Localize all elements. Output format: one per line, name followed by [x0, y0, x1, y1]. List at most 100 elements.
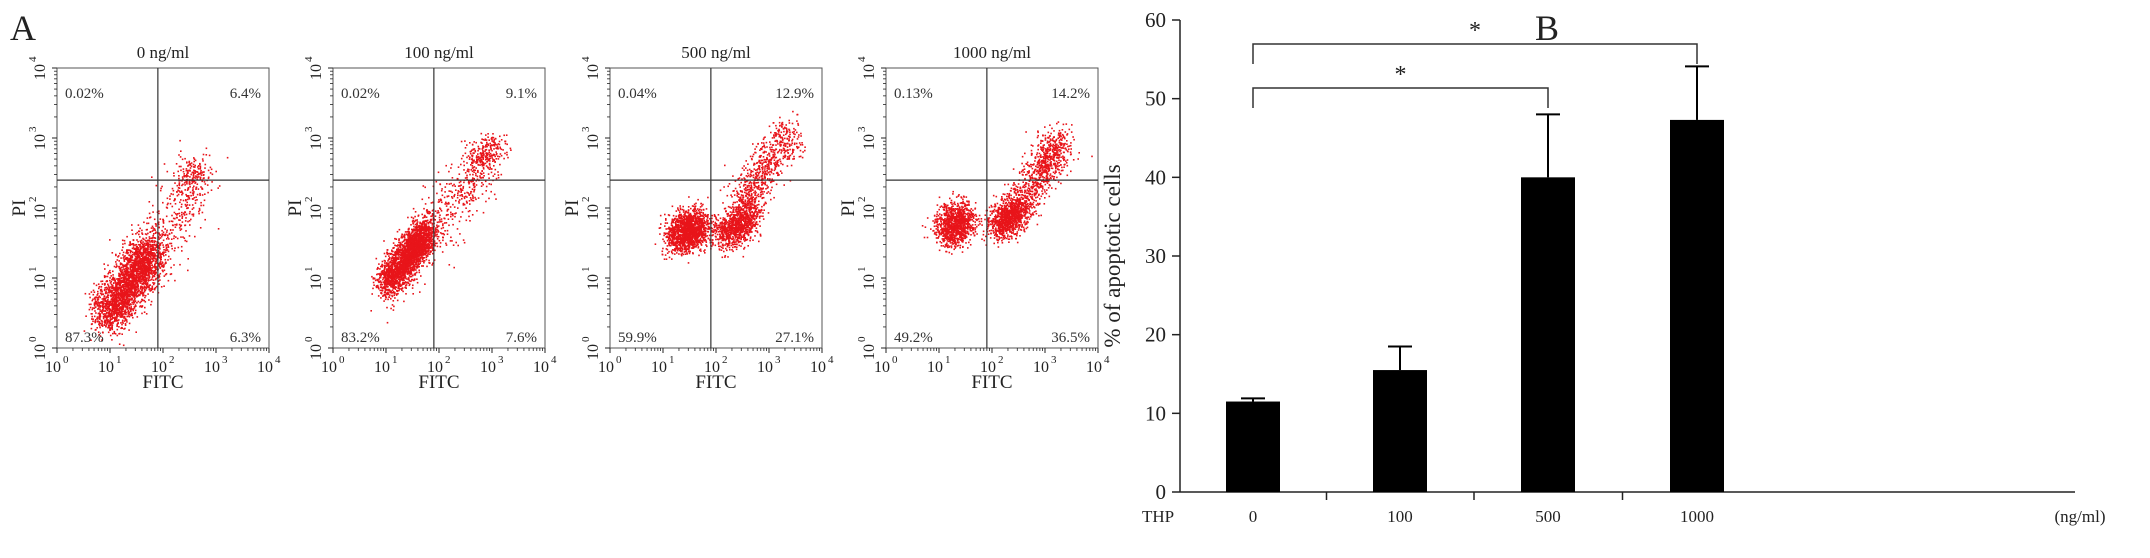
scatter-point-c2 — [194, 166, 196, 168]
scatter-point-c2 — [199, 193, 201, 195]
scatter-point-c0 — [115, 301, 117, 303]
scatter-point-c1 — [227, 157, 229, 159]
scatter-point-c0 — [151, 261, 153, 263]
scatter-point-c0 — [112, 300, 114, 302]
scatter-point-c0 — [104, 298, 106, 300]
scatter-point-c0 — [114, 278, 116, 280]
scatter-point-c1 — [174, 198, 176, 200]
scatter-point-c0 — [117, 315, 119, 317]
scatter-point-c0 — [119, 276, 121, 278]
scatter-point-c0 — [118, 296, 120, 298]
scatter-point-c1 — [189, 186, 191, 188]
scatter-point-c0 — [130, 311, 132, 313]
scatter-point-c0 — [145, 250, 147, 252]
scatter-point-c0 — [384, 262, 386, 264]
scatter-point-c0 — [163, 285, 165, 287]
scatter-point-c0 — [397, 247, 399, 249]
scatter-point-c1 — [184, 240, 186, 242]
scatter-point-c0 — [132, 275, 134, 277]
scatter-point-c0 — [391, 257, 393, 259]
scatter-point-c1 — [152, 240, 154, 242]
scatter-point-c0 — [141, 313, 143, 315]
scatter-point-c0 — [129, 300, 131, 302]
scatter-point-c0 — [408, 278, 410, 280]
scatter-point-c1 — [203, 154, 205, 156]
scatter-point-c0 — [163, 246, 165, 248]
scatter-point-c0 — [132, 308, 134, 310]
scatter-point-c0 — [97, 316, 99, 318]
scatter-point-c0 — [160, 260, 162, 262]
scatter-point-c1 — [152, 230, 154, 232]
scatter-point-c0 — [124, 260, 126, 262]
scatter-point-c1 — [152, 244, 154, 246]
scatter-point-c0 — [107, 273, 109, 275]
scatter-point-c1 — [190, 195, 192, 197]
scatter-point-c0 — [135, 295, 137, 297]
scatter-point-c0 — [120, 308, 122, 310]
scatter-point-c0 — [111, 325, 113, 327]
scatter-point-c0 — [108, 327, 110, 329]
scatter-point-c0 — [101, 322, 103, 324]
scatter-point-c1 — [143, 222, 145, 224]
scatter-point-c0 — [424, 215, 426, 217]
scatter-point-c0 — [133, 273, 135, 275]
scatter-point-c1 — [179, 187, 181, 189]
scatter-point-c1 — [180, 226, 182, 228]
scatter-point-c0 — [131, 298, 133, 300]
scatter-point-c1 — [194, 197, 196, 199]
scatter-point-c0 — [140, 277, 142, 279]
scatter-point-c0 — [388, 253, 390, 255]
scatter-point-c0 — [93, 283, 95, 285]
scatter-point-c1 — [151, 245, 153, 247]
scatter-point-c0 — [128, 291, 130, 293]
scatter-point-c0 — [121, 267, 123, 269]
scatter-point-c2 — [210, 172, 212, 174]
scatter-point-c2 — [208, 177, 210, 179]
scatter-point-c2 — [187, 170, 189, 172]
scatter-point-c0 — [111, 316, 113, 318]
scatter-point-c0 — [111, 327, 113, 329]
scatter-point-c0 — [120, 282, 122, 284]
scatter-point-c0 — [136, 289, 138, 291]
scatter-point-c0 — [104, 277, 106, 279]
scatter-point-c1 — [145, 269, 147, 271]
scatter-point-c0 — [125, 286, 127, 288]
scatter-point-c2 — [195, 160, 197, 162]
scatter-point-c0 — [146, 267, 148, 269]
scatter-point-c0 — [171, 232, 173, 234]
scatter-point-c0 — [120, 296, 122, 298]
scatter-point-c0 — [121, 324, 123, 326]
scatter-point-c0 — [128, 275, 130, 277]
scatter-point-c1 — [176, 191, 178, 193]
scatter-point-c1 — [165, 262, 167, 264]
scatter-point-c1 — [160, 264, 162, 266]
scatter-point-c0 — [109, 270, 111, 272]
scatter-point-c0 — [118, 294, 120, 296]
scatter-point-c0 — [143, 277, 145, 279]
scatter-point-c0 — [109, 309, 111, 311]
scatter-point-c1 — [185, 230, 187, 232]
scatter-point-c0 — [96, 294, 98, 296]
scatter-point-c0 — [152, 277, 154, 279]
scatter-point-c0 — [104, 324, 106, 326]
scatter-point-c0 — [135, 249, 137, 251]
scatter-point-c1 — [178, 154, 180, 156]
scatter-point-c0 — [135, 331, 137, 333]
scatter-point-c0 — [152, 282, 154, 284]
scatter-point-c0 — [387, 260, 389, 262]
scatter-point-c0 — [133, 294, 135, 296]
scatter-point-c1 — [160, 190, 162, 192]
scatter-point-c0 — [117, 335, 119, 337]
scatter-point-c0 — [128, 313, 130, 315]
scatter-point-c0 — [104, 284, 106, 286]
scatter-point-c0 — [141, 289, 143, 291]
scatter-point-c0 — [90, 304, 92, 306]
scatter-point-c0 — [144, 249, 146, 251]
scatter-point-c1 — [147, 240, 149, 242]
scatter-point-c0 — [106, 306, 108, 308]
scatter-point-c1 — [170, 258, 172, 260]
scatter-point-c0 — [133, 301, 135, 303]
scatter-point-c0 — [121, 309, 123, 311]
